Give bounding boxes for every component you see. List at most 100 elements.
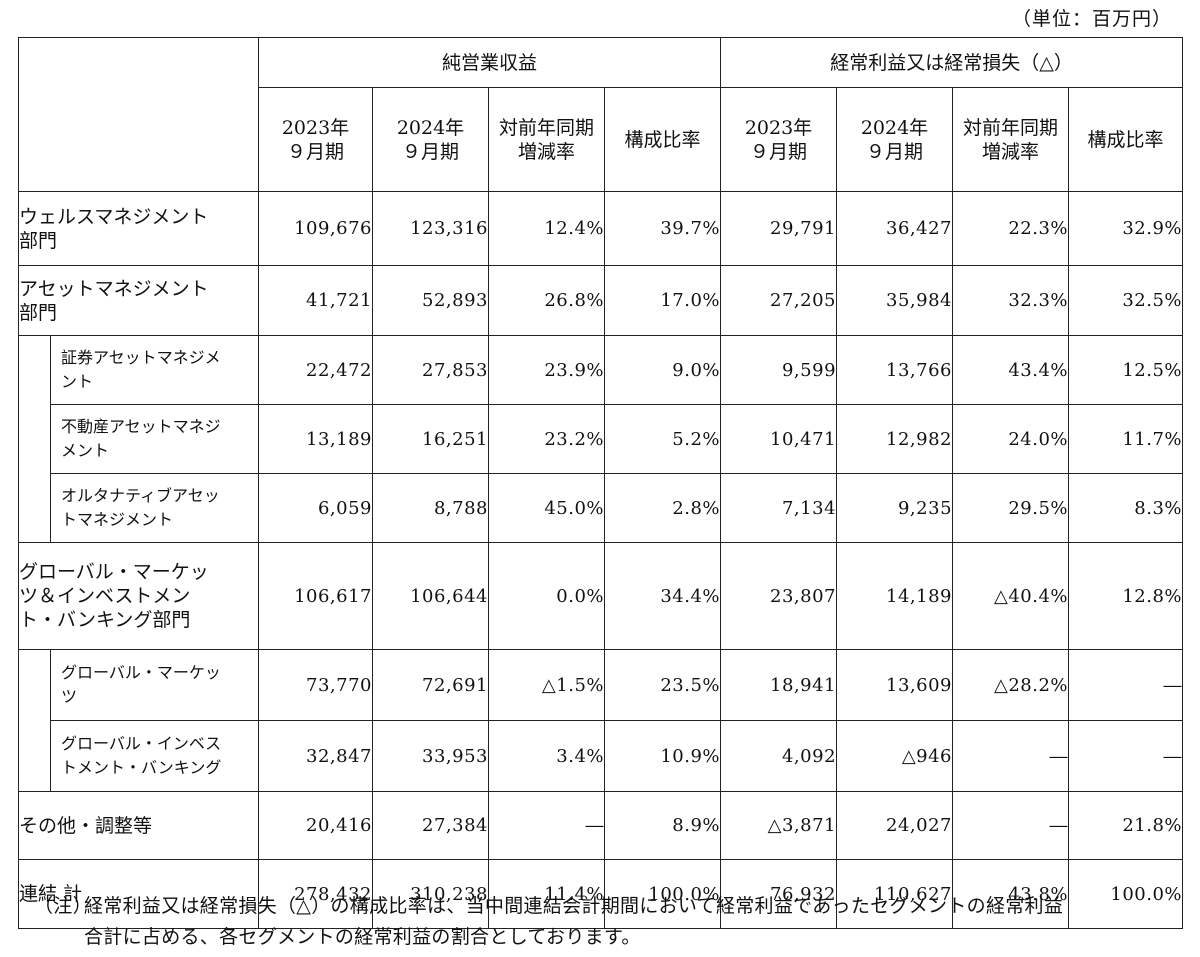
row-label: その他・調整等 [18,791,259,860]
cell-op-yoy: 22.3% [952,191,1070,266]
cell-op-2024: 12,982 [836,404,954,474]
cell-rev-2024: 27,853 [372,335,489,405]
footnote-line: 合計に占める、各セグメントの経常利益の割合としております。 [84,926,641,948]
row-label: ウェルスマネジメント 部門 [18,191,259,266]
cell-rev-yoy: 0.0% [488,542,605,650]
cell-rev-yoy: 45.0% [488,473,605,543]
table-row: グローバル・インベス トメント・バンキング 32,847 33,953 3.4% … [19,720,1184,792]
cell-rev-ratio: 8.9% [603,791,722,860]
cell-rev-ratio: 5.2% [603,404,722,474]
cell-op-2024: 13,609 [836,649,954,721]
cell-rev-ratio: 10.9% [603,720,722,792]
row-label: オルタナティブアセッ トマネジメント [50,473,259,543]
cell-rev-ratio: 9.0% [603,335,722,405]
cell-op-ratio: ― [1068,649,1184,721]
cell-rev-yoy: 23.9% [488,335,605,405]
header-corner-cell [18,37,259,192]
cell-op-2023: 7,134 [720,473,838,543]
cell-rev-yoy: 26.8% [488,265,605,336]
cell-rev-2024: 72,691 [372,649,489,721]
header-op-2024: 2024年 ９月期 [836,87,954,192]
cell-rev-yoy: 23.2% [488,404,605,474]
cell-op-2023: 29,791 [720,191,838,266]
cell-rev-2023: 6,059 [258,473,373,543]
cell-op-yoy: 43.4% [952,335,1070,405]
cell-op-yoy: 24.0% [952,404,1070,474]
cell-op-2024: 24,027 [836,791,954,860]
footnote: （注） 経常利益又は経常損失（△）の構成比率は、当中間連結会計期間において経常利… [34,891,1184,953]
cell-op-yoy: ― [952,791,1070,860]
header-op-yoy: 対前年同期 増減率 [952,87,1070,192]
cell-rev-ratio: 39.7% [603,191,722,266]
cell-op-ratio: 11.7% [1068,404,1184,474]
cell-rev-2023: 106,617 [258,542,373,650]
table-row: 証券アセットマネジメ ント 22,472 27,853 23.9% 9.0% 9,… [18,335,1184,543]
table-row: グローバル・マーケッツ 73,770 72,691 △1.5% 23.5% 18… [18,649,1184,792]
footnote-line: 経常利益又は経常損失（△）の構成比率は、当中間連結会計期間において経常利益であっ… [84,895,1064,917]
cell-op-ratio: 12.8% [1068,542,1184,650]
cell-op-2023: 9,599 [720,335,838,405]
cell-rev-2024: 8,788 [372,473,489,543]
cell-op-2023: 4,092 [720,720,838,792]
header-op-2023: 2023年 ９月期 [720,87,838,192]
cell-op-2023: 18,941 [720,649,838,721]
cell-rev-yoy: 12.4% [488,191,605,266]
row-label: 不動産アセットマネジ メント [50,404,259,474]
header-row-columns: 2023年 ９月期 2024年 ９月期 対前年同期 増減率 構成比率 2023年 ９月期… [19,87,1184,192]
cell-rev-2023: 109,676 [258,191,373,266]
footnote-text: 経常利益又は経常損失（△）の構成比率は、当中間連結会計期間において経常利益であっ… [84,891,1184,953]
table-row: ウェルスマネジメント 部門 109,676 123,316 12.4% 39.7%… [18,191,1184,266]
header-ordinary-profit: 経常利益又は経常損失（△） [720,37,1184,88]
cell-rev-ratio: 2.8% [603,473,722,543]
row-label: 証券アセットマネジメ ント [50,335,259,405]
cell-rev-2024: 16,251 [372,404,489,474]
cell-rev-2024: 52,893 [372,265,489,336]
header-op-ratio: 構成比率 [1068,87,1184,192]
cell-op-yoy: 43.8% [952,859,1070,929]
header-rev-2024: 2024年 ９月期 [372,87,489,192]
cell-rev-yoy: 11.4% [488,859,605,929]
cell-rev-2023: 20,416 [258,791,373,860]
cell-rev-2023: 13,189 [258,404,373,474]
cell-op-2024: 9,235 [836,473,954,543]
cell-op-2024: 14,189 [836,542,954,650]
cell-op-2024: 35,984 [836,265,954,336]
cell-op-yoy: △40.4% [952,542,1070,650]
cell-op-yoy: 29.5% [952,473,1070,543]
cell-rev-yoy: ― [488,791,605,860]
header-rev-ratio: 構成比率 [603,87,722,192]
cell-op-2024: △946 [836,720,954,792]
row-label: グローバル・マーケッツ [50,649,259,721]
cell-op-2023: 27,205 [720,265,838,336]
unit-label: （単位：百万円） [1011,8,1172,30]
footnote-mark: （注） [34,895,92,917]
cell-rev-2023: 278,432 [258,859,373,929]
row-label: アセットマネジメント 部門 [18,265,259,336]
cell-rev-2023: 41,721 [258,265,373,336]
cell-op-2024: 13,766 [836,335,954,405]
cell-op-ratio: 32.9% [1068,191,1184,266]
cell-op-ratio: 32.5% [1068,265,1184,336]
indent-spacer [18,649,51,792]
table-row: その他・調整等 20,416 27,384 ― 8.9% △3,871 24,0… [18,791,1184,860]
header-rev-yoy: 対前年同期 増減率 [488,87,605,192]
cell-rev-2024: 123,316 [372,191,489,266]
cell-rev-ratio: 23.5% [603,649,722,721]
cell-op-2023: △3,871 [720,791,838,860]
cell-rev-ratio: 34.4% [603,542,722,650]
table-row: グローバル・マーケッ ツ＆インベストメン ト・バンキング部門 106,617 106… [18,542,1184,650]
table-row: オルタナティブアセッ トマネジメント 6,059 8,788 45.0% 2.8%… [19,473,1184,543]
table-row-total: 連結 計 278,432 310,238 11.4% 100.0% 76,932… [18,859,1184,929]
cell-op-2024: 36,427 [836,191,954,266]
cell-op-ratio: 21.8% [1068,791,1184,860]
row-label: グローバル・マーケッ ツ＆インベストメン ト・バンキング部門 [18,542,259,650]
cell-op-yoy: ― [952,720,1070,792]
header-rev-2023: 2023年 ９月期 [258,87,373,192]
segment-results-table: 純営業収益 経常利益又は経常損失（△） 2023年 ９月期 2024年 ９月期 対前… [18,37,1184,929]
cell-rev-ratio: 100.0% [603,859,722,929]
cell-rev-2024: 310,238 [372,859,489,929]
cell-op-ratio: 100.0% [1068,859,1184,929]
cell-rev-2024: 27,384 [372,791,489,860]
cell-rev-2024: 106,644 [372,542,489,650]
indent-spacer [18,335,51,543]
